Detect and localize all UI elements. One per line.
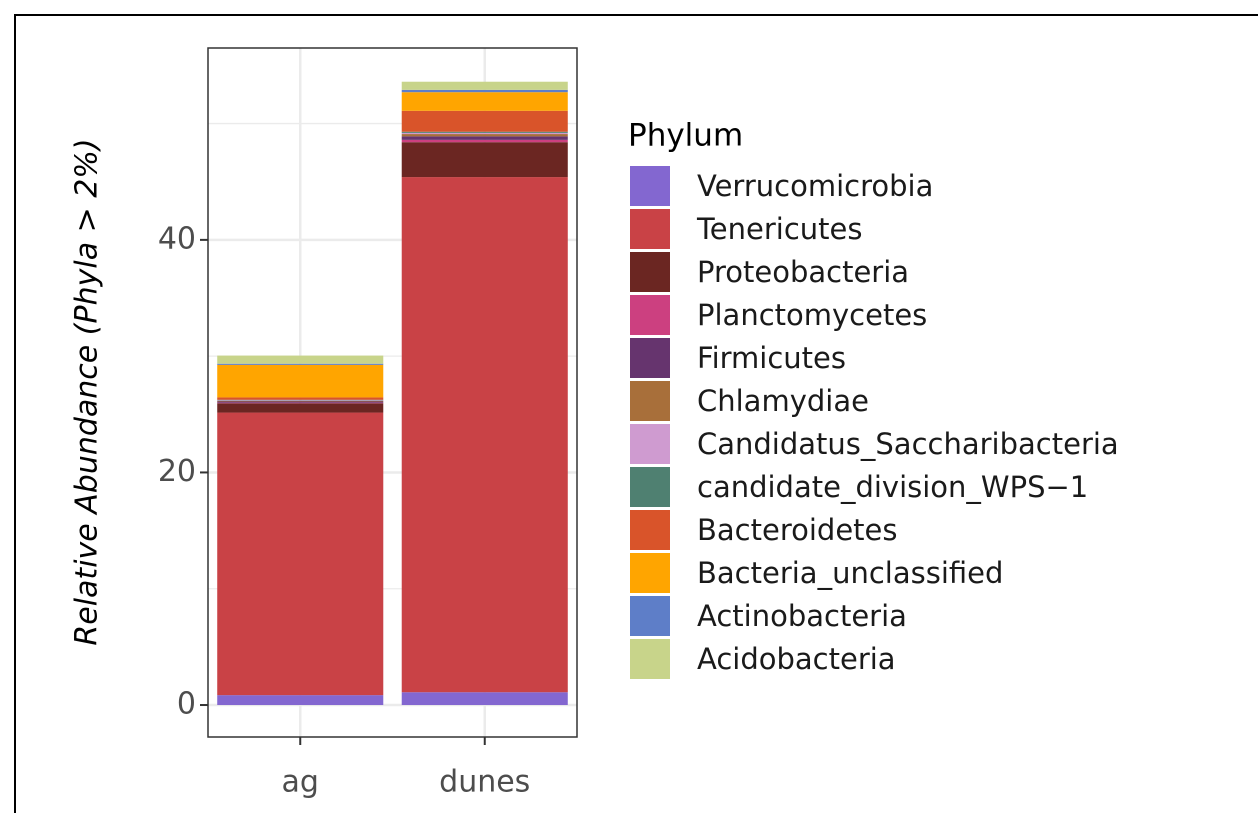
legend-key: [630, 510, 670, 550]
x-tick-label: ag: [282, 765, 319, 800]
bar-segment: [217, 412, 384, 696]
bar-segment: [401, 134, 568, 137]
y-tick-label: 0: [177, 687, 196, 722]
legend-label: Verrucomicrobia: [697, 169, 933, 203]
bar-segment: [401, 136, 568, 140]
legend-label: Candidatus_Saccharibacteria: [697, 427, 1119, 461]
legend-key: [630, 467, 670, 507]
bar-segment: [401, 132, 568, 135]
bar-segment: [217, 364, 384, 398]
legend-label: Actinobacteria: [697, 599, 907, 633]
bar-segment: [401, 177, 568, 693]
y-axis-label: Relative Abundance (Phyla > 2%): [70, 138, 105, 645]
legend-key: [630, 252, 670, 292]
legend-key: [630, 295, 670, 335]
legend-key: [630, 381, 670, 421]
legend-label: Bacteria_unclassified: [697, 556, 1003, 590]
bar-segment: [401, 92, 568, 111]
legend-title: Phylum: [628, 118, 743, 154]
legend-label: Proteobacteria: [697, 255, 909, 289]
bar-segment: [401, 142, 568, 178]
legend-key: [630, 596, 670, 636]
legend-label: Bacteroidetes: [697, 513, 897, 547]
legend-key: [630, 424, 670, 464]
bar-segment: [401, 692, 568, 706]
legend-label: candidate_division_WPS−1: [697, 470, 1088, 504]
bar-segment: [217, 400, 384, 401]
y-tick-label: 20: [158, 454, 196, 489]
legend-key: [630, 639, 670, 679]
bar-segment: [217, 403, 384, 413]
x-tick-label: dunes: [439, 765, 530, 800]
bar-segment: [401, 81, 568, 90]
legend-key: [630, 338, 670, 378]
legend-label: Chlamydiae: [697, 384, 869, 418]
legend-key: [630, 166, 670, 206]
bar-segment: [401, 89, 568, 93]
panel-border: [207, 47, 578, 738]
bar-segment: [217, 402, 384, 404]
bar-segment: [401, 139, 568, 143]
legend-label: Firmicutes: [697, 341, 846, 375]
bar-segment: [217, 400, 384, 402]
bar-segment: [217, 397, 384, 400]
bar-segment: [217, 695, 384, 706]
bar-segment: [401, 110, 568, 132]
legend-label: Tenericutes: [696, 212, 862, 246]
frame: [14, 14, 1258, 813]
bar-segment: [217, 399, 384, 401]
bar-segment: [217, 355, 384, 364]
legend-key: [630, 553, 670, 593]
legend-key: [630, 209, 670, 249]
bar-segment: [401, 131, 568, 133]
legend-label: Planctomycetes: [697, 298, 927, 332]
bar-segment: [217, 363, 384, 365]
y-tick-label: 40: [158, 221, 196, 256]
bar-segment: [217, 401, 384, 403]
legend-label: Acidobacteria: [697, 642, 896, 676]
